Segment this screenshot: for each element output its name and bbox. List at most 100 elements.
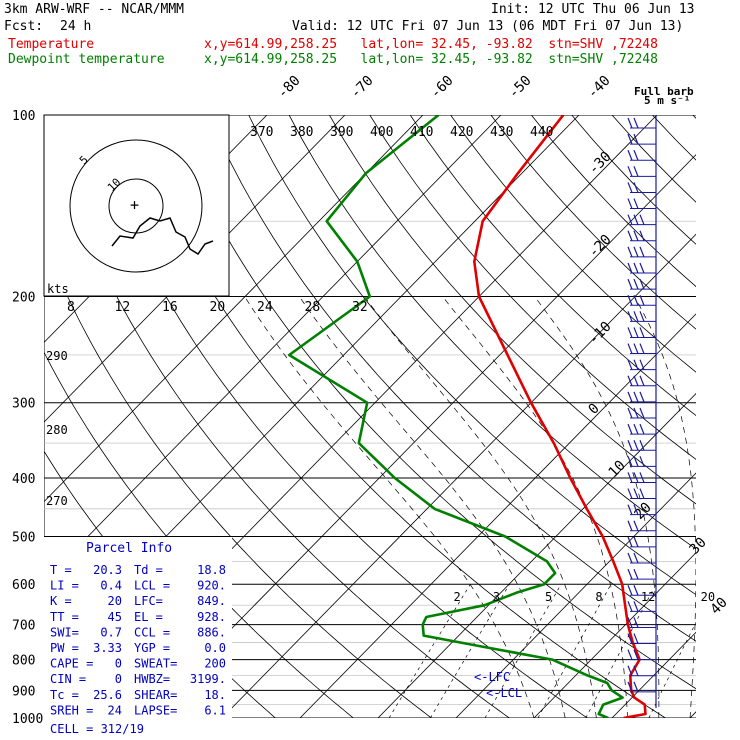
wind-barb-feather xyxy=(639,246,645,258)
wind-barb-feather xyxy=(627,536,633,548)
wind-barb-feather xyxy=(627,246,633,258)
wind-barb xyxy=(627,327,656,338)
lower-theta-label: 290 xyxy=(46,349,68,363)
wind-barb xyxy=(627,423,656,435)
mixing-ratio-label: 2 xyxy=(454,590,461,604)
isotherm-line xyxy=(377,392,696,718)
wind-barb-feather xyxy=(639,311,645,322)
isotherm-line xyxy=(455,472,696,718)
wind-barb-feather xyxy=(633,391,639,403)
wind-barb-feather xyxy=(633,133,639,145)
wind-barb-feather xyxy=(627,230,633,242)
wind-barb-feather xyxy=(639,472,645,483)
pressure-tick-label: 400 xyxy=(12,472,35,487)
wind-barb-feather xyxy=(633,166,639,177)
wind-barb-feather xyxy=(627,133,633,145)
isotherm-line xyxy=(533,552,696,718)
dewpoint-legend-info: x,y=614.99,258.25 lat,lon= 32.45, -93.82… xyxy=(204,52,658,67)
pressure-tick-label: 200 xyxy=(12,291,35,306)
wind-barb-feather xyxy=(627,568,633,580)
wind-barb xyxy=(627,246,656,258)
moist-adiabat-line xyxy=(534,296,660,718)
parcel-key: LAPSE= xyxy=(134,703,177,717)
isotherm-label: 20 xyxy=(632,500,655,523)
isotherm-line xyxy=(221,233,696,718)
dry-adiabat-line xyxy=(733,115,740,718)
wind-barb xyxy=(627,311,656,322)
moist-adiabat-line xyxy=(721,297,740,719)
parcel-value: 0 xyxy=(115,657,122,671)
wind-barb-feather xyxy=(633,214,639,225)
lower-theta-label: 270 xyxy=(46,494,68,508)
hodograph-units-label: kts xyxy=(47,282,69,296)
wind-barb-feather xyxy=(633,327,639,338)
pressure-tick-label: 1000 xyxy=(12,712,43,727)
wind-barb-feather xyxy=(639,278,645,290)
parcel-key: CCL = xyxy=(134,625,170,639)
wind-barb-feather xyxy=(627,294,633,306)
dry-adiabat-line xyxy=(409,115,696,417)
pressure-tick-label: 300 xyxy=(12,397,35,412)
wind-barb-feather xyxy=(627,617,633,628)
wind-barb-feather xyxy=(633,182,639,193)
wind-barb-feather xyxy=(633,504,639,515)
parcel-key: SHEAR= xyxy=(134,688,177,702)
wind-barb xyxy=(627,262,656,274)
wind-barb xyxy=(627,601,656,612)
wind-barb xyxy=(627,391,656,403)
theta-label: 370 xyxy=(250,125,273,140)
wind-barb xyxy=(627,133,656,145)
lcl-marker: <-LCL xyxy=(486,686,522,700)
isotherm-label: -20 xyxy=(586,232,615,261)
wind-barb-feather xyxy=(639,214,645,225)
wind-barb-feather xyxy=(633,665,639,677)
wind-barb-feather xyxy=(627,166,633,177)
dry-adiabat-line xyxy=(692,115,696,119)
isotherm-label: 10 xyxy=(606,458,629,481)
parcel-key: Tc = xyxy=(50,688,79,702)
isotherm-label: -40 xyxy=(585,73,614,102)
dry-adiabat-line xyxy=(288,115,696,550)
dry-adiabat-line xyxy=(369,115,696,460)
wind-barb-feather xyxy=(633,278,639,290)
pressure-tick-label: 800 xyxy=(12,654,35,669)
parcel-value: 20.3 xyxy=(93,563,122,577)
wind-barb-feather xyxy=(639,327,645,338)
parcel-value: 18. xyxy=(204,688,226,702)
speed-scale-label: 20 xyxy=(210,300,226,315)
wind-barb-feather xyxy=(633,552,639,564)
parcel-key: SWI= xyxy=(50,625,79,639)
dry-adiabat-line xyxy=(86,115,588,718)
parcel-key: T = xyxy=(50,563,72,577)
dry-adiabat-line xyxy=(207,115,696,642)
wind-barb xyxy=(627,649,656,661)
wind-barb-feather xyxy=(633,617,639,628)
parcel-key: LCL = xyxy=(134,579,170,593)
parcel-key: HWBZ= xyxy=(134,672,170,686)
wind-barb-feather xyxy=(633,262,639,274)
wind-barb-feather xyxy=(627,584,633,596)
wind-barb xyxy=(627,359,656,371)
wind-barb xyxy=(627,520,656,532)
wind-barb-feather xyxy=(639,294,645,306)
wind-barb-feather xyxy=(627,359,633,370)
wind-barb-feather xyxy=(627,439,633,451)
wind-barb xyxy=(627,552,656,564)
wind-barb-feather xyxy=(633,246,639,258)
wind-barb-feather xyxy=(639,423,645,435)
theta-label: 400 xyxy=(370,125,393,140)
hodograph-center: + xyxy=(130,196,139,214)
wind-barb-feather xyxy=(627,198,633,209)
wind-barb xyxy=(627,294,656,306)
parcel-info-panel xyxy=(44,537,232,718)
parcel-value: 3199. xyxy=(190,672,226,686)
wind-barb-feather xyxy=(639,439,645,451)
parcel-value: 25.6 xyxy=(93,688,122,702)
moist-adiabat-line xyxy=(364,296,597,718)
mixing-ratio-line xyxy=(537,584,612,718)
parcel-key: LI = xyxy=(50,579,79,593)
wind-barb-feather xyxy=(633,649,639,660)
dry-adiabat-line xyxy=(248,115,696,596)
isotherm-line xyxy=(143,154,696,718)
isotherm-label: -30 xyxy=(586,149,615,178)
